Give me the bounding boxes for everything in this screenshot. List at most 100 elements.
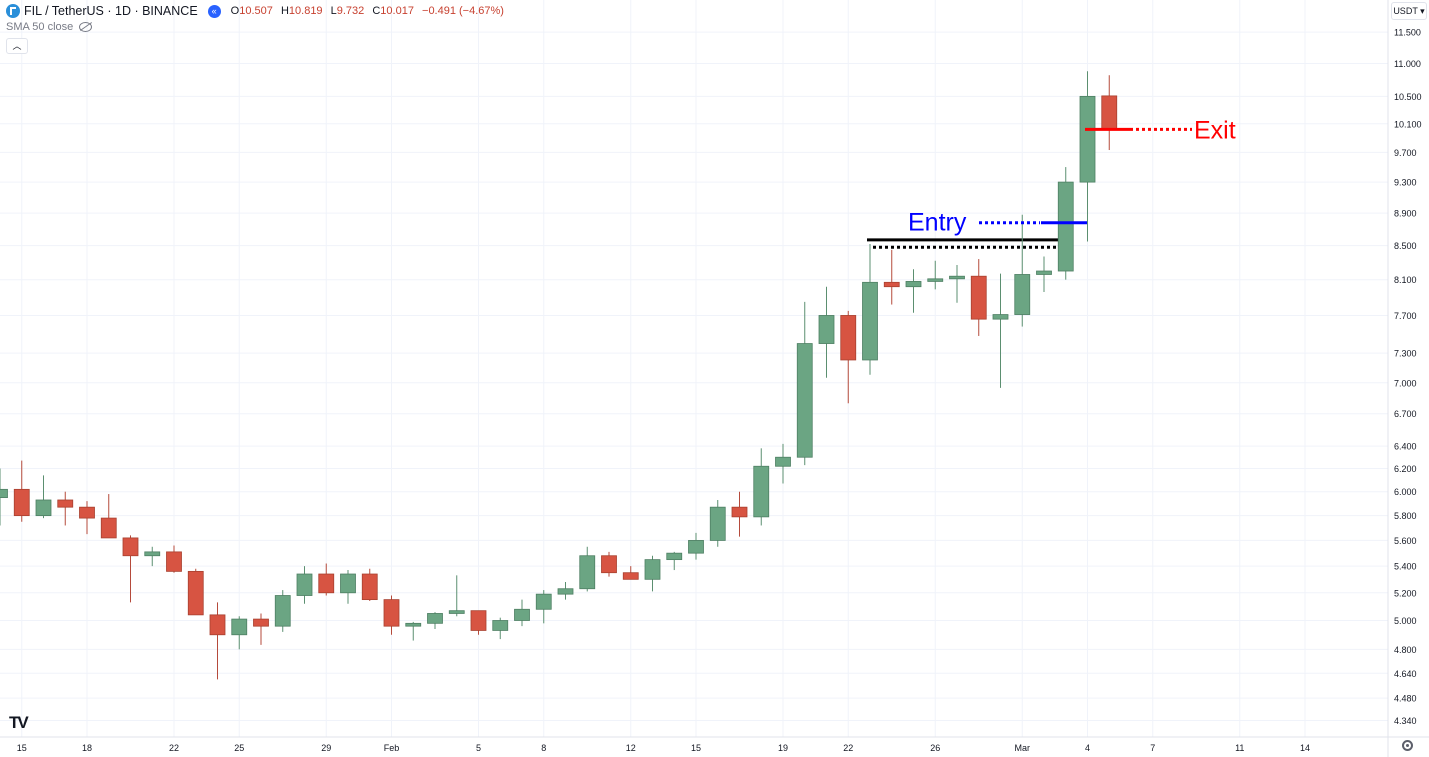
candle	[35, 475, 52, 519]
y-tick-label: 11.500	[1394, 28, 1421, 38]
y-tick-label: 5.600	[1394, 536, 1417, 546]
candle	[274, 590, 291, 632]
y-tick-label: 6.400	[1394, 442, 1417, 452]
low-value: 9.732	[336, 5, 365, 17]
y-tick-label: 5.800	[1394, 511, 1417, 521]
x-tick-label: 8	[541, 743, 546, 753]
candle-body	[731, 506, 748, 518]
close-value: 10.017	[380, 5, 414, 17]
candle-body	[361, 573, 378, 601]
candle-body	[35, 499, 52, 517]
open-value: 10.507	[239, 5, 273, 17]
candle	[383, 595, 400, 635]
candle	[122, 535, 139, 603]
candle	[992, 273, 1009, 388]
candle-body	[296, 573, 313, 596]
currency-selector[interactable]: USDT ▾	[1391, 2, 1427, 20]
y-tick-label: 5.000	[1394, 616, 1417, 626]
x-tick-label: 14	[1300, 743, 1310, 753]
candle	[79, 501, 95, 535]
candle-body	[1036, 270, 1052, 275]
candle-body	[557, 588, 574, 595]
y-tick-label: 6.200	[1394, 464, 1417, 474]
candle	[535, 590, 552, 624]
candle	[318, 563, 335, 596]
candle	[1014, 214, 1031, 327]
y-tick-label: 10.100	[1394, 119, 1422, 129]
candle-body	[0, 488, 8, 499]
symbol-title[interactable]: FIL / TetherUS · 1D · BINANCE	[24, 4, 198, 18]
gear-icon[interactable]	[1402, 740, 1413, 751]
candle-body	[666, 552, 683, 561]
candles	[0, 71, 1118, 680]
sma-label: SMA 50 close	[6, 21, 74, 33]
y-tick-label: 6.700	[1394, 409, 1417, 419]
candle	[1101, 75, 1118, 151]
candle-body	[144, 551, 161, 557]
candle-body	[775, 456, 791, 467]
y-tick-label: 9.700	[1394, 148, 1417, 158]
candle-body	[514, 608, 530, 621]
candle-body	[753, 465, 770, 518]
candle	[340, 570, 356, 604]
chevron-up-icon[interactable]: ︿	[6, 38, 28, 54]
candle	[361, 568, 378, 601]
candle	[644, 555, 661, 592]
candle	[601, 551, 617, 577]
candle-body	[340, 573, 356, 594]
candle-body	[100, 517, 117, 539]
x-tick-label: Feb	[384, 743, 400, 753]
candle	[905, 269, 922, 313]
candle-body	[949, 275, 965, 280]
candle	[209, 602, 226, 680]
candle	[427, 612, 443, 630]
candle-body	[601, 555, 617, 574]
candle	[448, 575, 465, 617]
candle-body	[427, 613, 443, 624]
candle	[1079, 71, 1096, 242]
x-tick-label: 25	[234, 743, 244, 753]
x-tick-label: Mar	[1015, 743, 1031, 753]
candle-body	[79, 506, 95, 519]
candle-body	[579, 555, 596, 590]
y-tick-label: 7.300	[1394, 349, 1417, 359]
indicator-legend[interactable]: SMA 50 close	[6, 21, 93, 33]
low-label: L	[330, 5, 337, 17]
candle-body	[405, 622, 422, 627]
candle	[883, 249, 900, 305]
candle-body	[231, 618, 248, 636]
candle-body	[318, 573, 335, 594]
coin-icon[interactable]	[6, 4, 20, 18]
candle-body	[166, 551, 182, 572]
candle	[775, 443, 791, 484]
rewind-icon[interactable]: «	[207, 4, 221, 18]
candle	[0, 468, 8, 526]
candle-body	[644, 559, 661, 580]
candle	[818, 286, 835, 378]
y-tick-label: 8.500	[1394, 241, 1417, 251]
tradingview-logo: TV	[9, 713, 29, 732]
x-tick-label: 18	[82, 743, 92, 753]
candle-body	[187, 570, 204, 616]
candle	[557, 582, 574, 600]
candle	[187, 568, 204, 616]
eye-slash-icon[interactable]	[79, 22, 93, 32]
y-tick-label: 10.500	[1394, 92, 1422, 102]
currency-label: USDT	[1393, 6, 1418, 16]
candle	[949, 265, 965, 303]
candle-body	[709, 506, 726, 541]
candle	[840, 310, 857, 404]
candle	[709, 499, 726, 547]
x-tick-label: 22	[843, 743, 853, 753]
candle-body	[57, 499, 74, 508]
ohlc-readout: O10.507 H10.819 L9.732 C10.017 −0.491 (−…	[231, 5, 509, 17]
y-tick-label: 8.900	[1394, 209, 1417, 219]
candle	[231, 616, 248, 650]
candle-body	[1101, 95, 1118, 131]
y-tick-label: 4.480	[1394, 694, 1417, 704]
x-tick-label: 19	[778, 743, 788, 753]
candle	[514, 599, 530, 627]
candle-body	[688, 540, 704, 554]
candle	[1036, 256, 1052, 293]
